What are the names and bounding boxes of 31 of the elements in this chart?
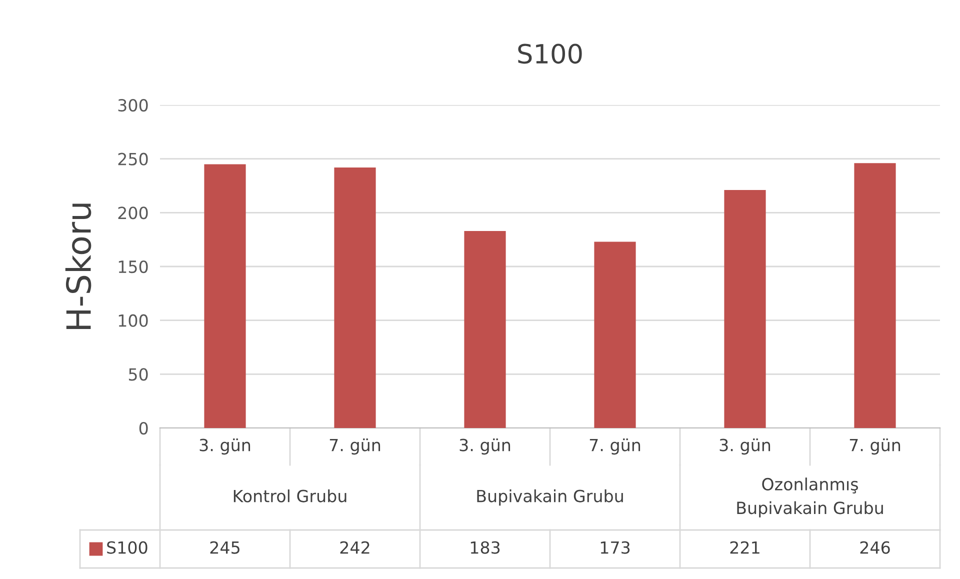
data-label: 173 (600, 541, 630, 554)
bar (204, 164, 246, 428)
x-tick-label: 7. gün (590, 438, 640, 455)
bar (594, 242, 636, 428)
data-label: 245 (210, 541, 240, 554)
bar (724, 190, 766, 428)
bar (334, 167, 376, 428)
data-label: 246 (860, 541, 890, 554)
x-tick-label: 7. gün (330, 438, 380, 455)
data-label: 242 (340, 541, 370, 554)
y-axis-title: H-Skoru (65, 204, 92, 330)
x-tick-label: 3. gün (200, 438, 250, 455)
y-tick-label: 100 (118, 314, 148, 327)
x-tick-label: 3. gün (720, 438, 770, 455)
legend-label: S100 (107, 541, 148, 554)
y-tick-label: 150 (118, 260, 148, 274)
bar (464, 230, 506, 428)
y-tick-label: 50 (128, 368, 148, 381)
bar (854, 163, 896, 428)
y-tick-label: 0 (139, 422, 148, 435)
y-tick-label: 250 (118, 152, 148, 166)
chart-title: S100 (518, 44, 582, 64)
data-label: 183 (470, 541, 500, 554)
data-label: 221 (730, 541, 760, 554)
y-tick-label: 200 (118, 206, 148, 220)
text: Ozonlanmış Bupivakain Grubu (737, 478, 883, 518)
text: Kontrol Grubu (234, 489, 346, 502)
y-tick-label: 300 (118, 98, 148, 112)
x-tick-label: 3. gün (460, 438, 510, 455)
x-tick-label: 7. gün (850, 438, 900, 455)
text: Bupivakain Grubu (477, 489, 623, 506)
